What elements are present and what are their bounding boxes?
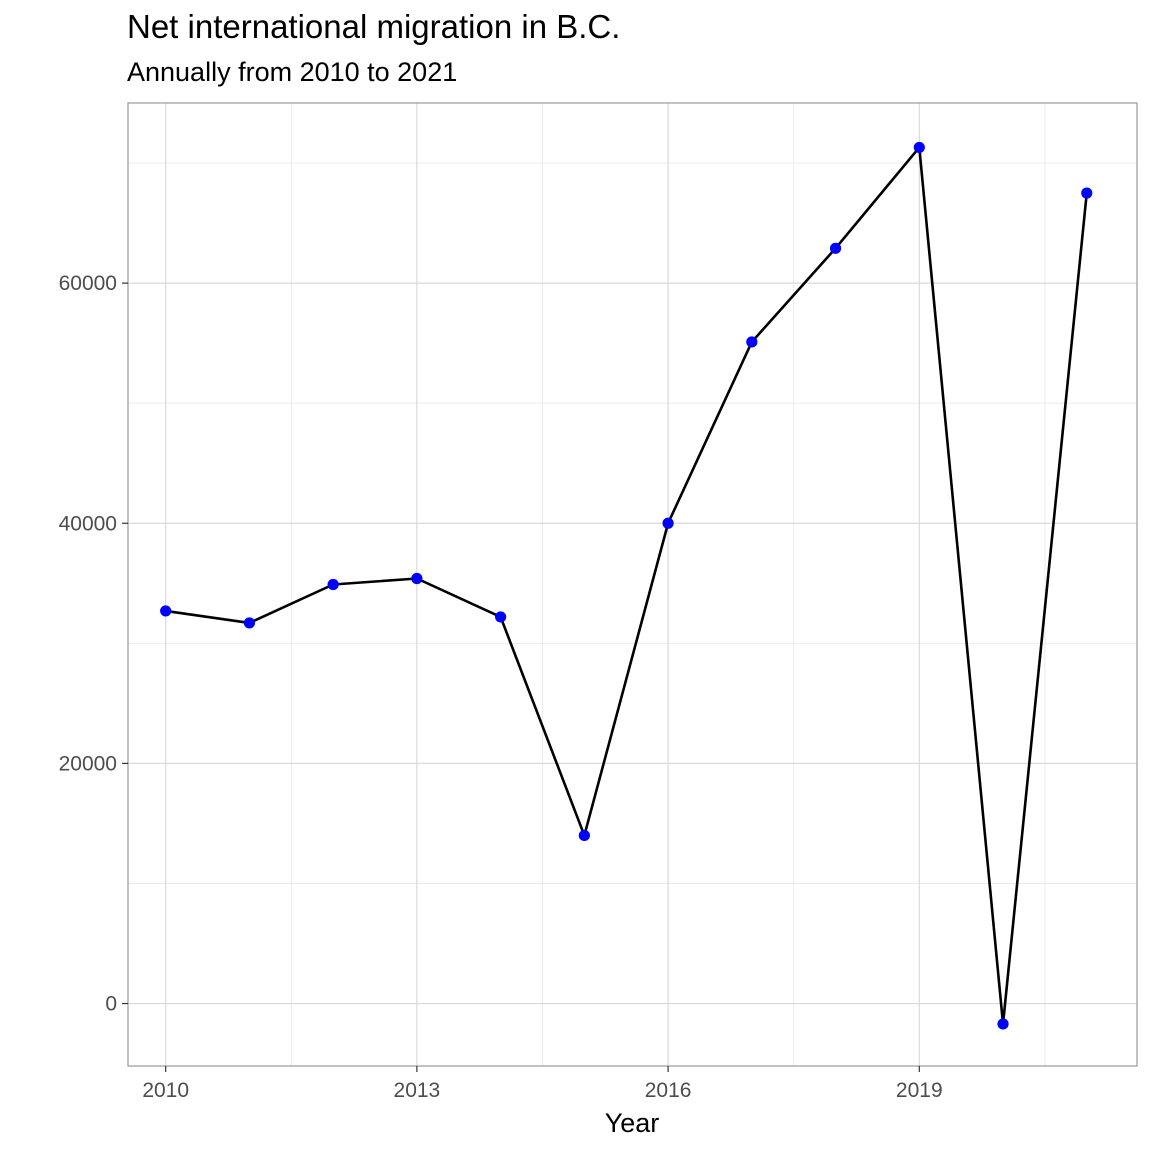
chart-subtitle: Annually from 2010 to 2021: [127, 57, 458, 87]
data-point: [746, 336, 758, 348]
series-line: [165, 146, 1089, 1026]
data-point: [411, 572, 423, 585]
data-point: [327, 578, 339, 591]
x-tick-label: 2010: [142, 1079, 189, 1102]
y-tick-label: 0: [105, 993, 117, 1016]
data-point: [829, 242, 842, 254]
plot-panel-border: [127, 102, 1138, 1067]
x-axis-ticks: 2010 2013 2016 2019: [142, 1066, 943, 1102]
series-lines: [165, 146, 1089, 1026]
major-gridlines: [128, 103, 1137, 1066]
y-tick-label: 20000: [59, 752, 117, 775]
series-points: [160, 141, 1093, 1030]
data-point: [243, 617, 256, 629]
data-point: [1081, 187, 1093, 199]
data-point: [160, 605, 172, 617]
data-point: [578, 829, 590, 842]
x-tick-label: 2013: [394, 1079, 441, 1102]
x-tick-label: 2016: [645, 1079, 692, 1102]
minor-gridlines: [128, 103, 1137, 1066]
x-tick-label: 2019: [896, 1079, 943, 1102]
y-tick-label: 40000: [59, 512, 117, 535]
x-axis-title: Year: [605, 1108, 660, 1138]
y-tick-label: 60000: [59, 272, 117, 295]
data-point: [662, 517, 674, 529]
chart-title: Net international migration in B.C.: [127, 8, 621, 45]
data-point: [495, 611, 507, 623]
data-point: [997, 1018, 1009, 1030]
data-point: [913, 141, 925, 154]
y-axis-ticks: 0 20000 40000 60000: [59, 272, 128, 1016]
